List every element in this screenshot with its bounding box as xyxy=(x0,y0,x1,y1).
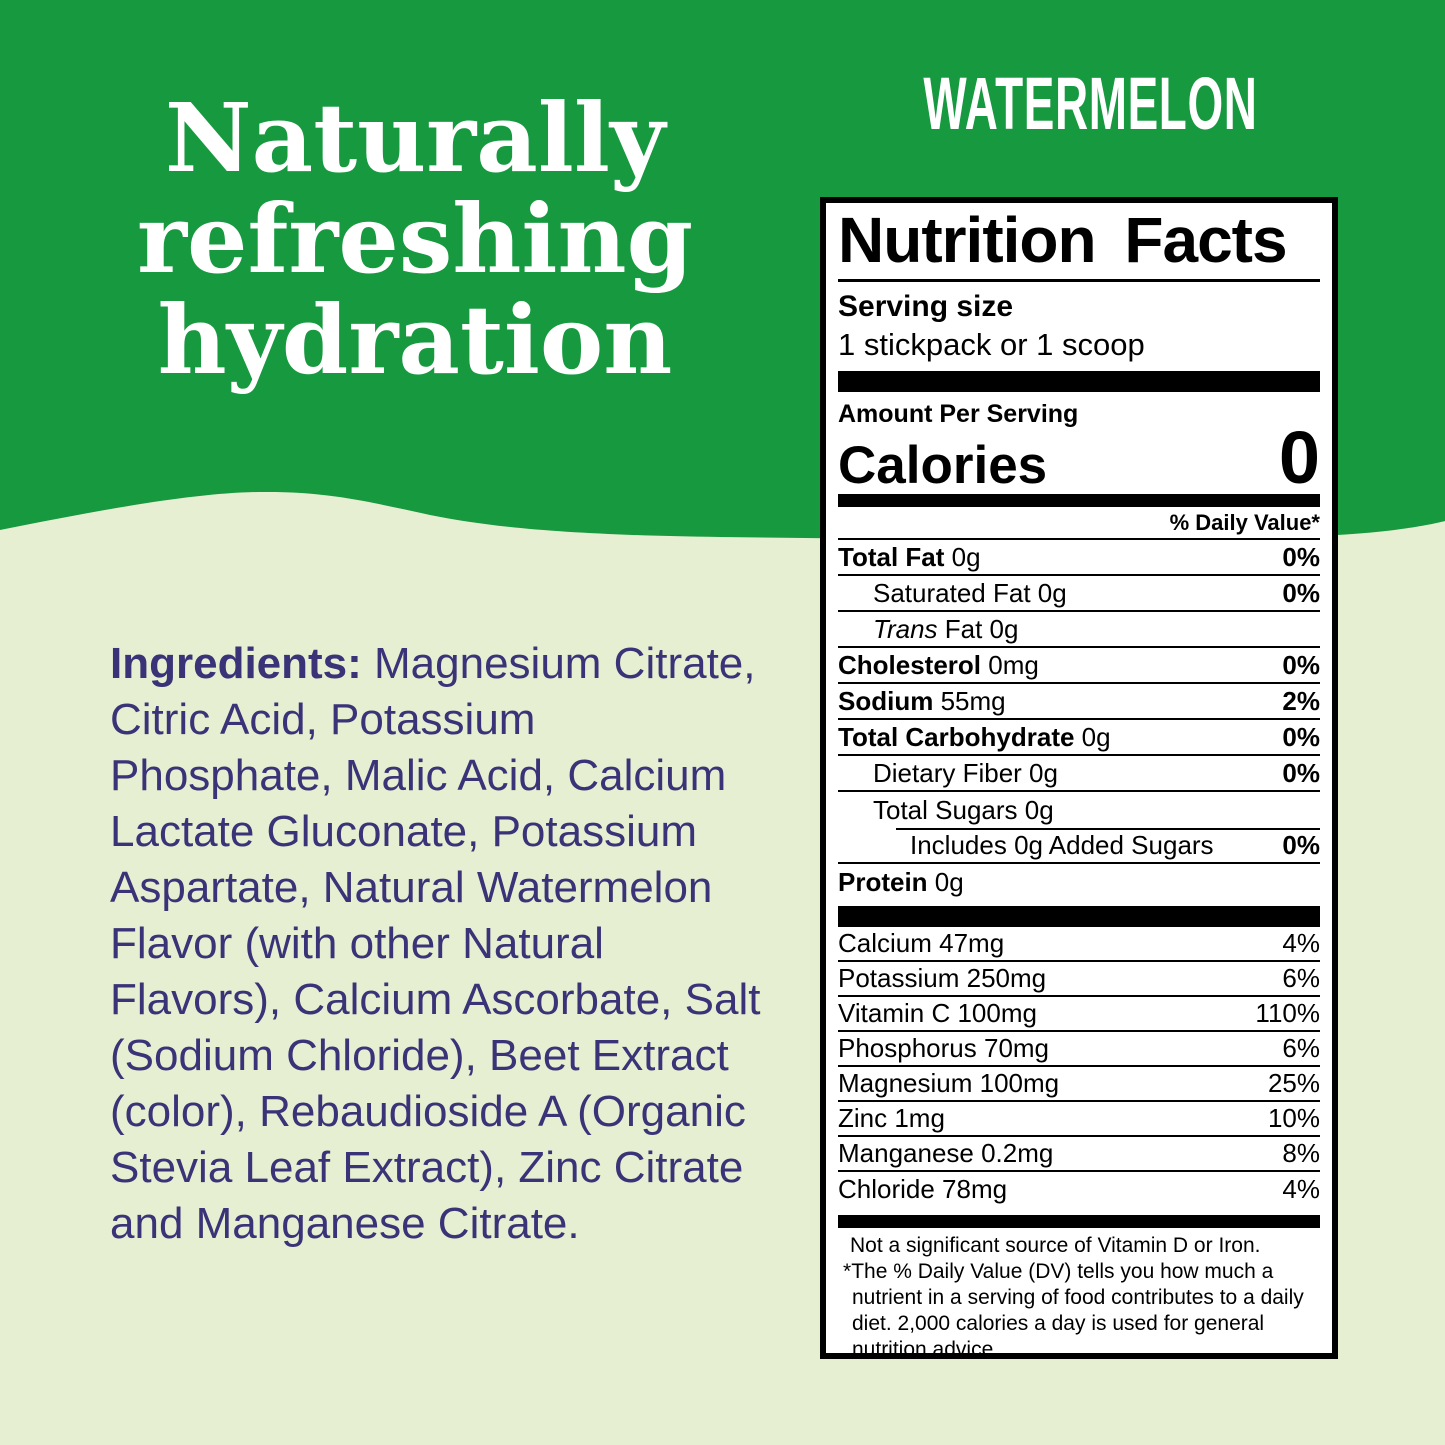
micronutrient-daily-value: 10% xyxy=(1267,1103,1320,1133)
micronutrient-daily-value: 6% xyxy=(1282,1033,1320,1063)
micronutrient-row: Potassium 250mg 6% xyxy=(838,962,1320,997)
nutrient-name: Protein 0g xyxy=(838,866,964,897)
micronutrient-name: Phosphorus 70mg xyxy=(838,1033,1050,1063)
nutrient-daily-value: 2% xyxy=(1282,685,1320,716)
ingredients-text: Magnesium Citrate, Citric Acid, Potassiu… xyxy=(110,639,761,1248)
headline-line-2: refreshing xyxy=(137,184,693,295)
nutrient-daily-value: 0% xyxy=(1282,649,1320,680)
calories-value: 0 xyxy=(1278,416,1320,499)
footnote-daily-value-text: The % Daily Value (DV) tells you how muc… xyxy=(851,1260,1304,1359)
nutrient-row: Trans Fat 0g xyxy=(838,612,1320,648)
nutrient-rows: Total Fat 0g 0% Saturated Fat 0g 0% Trans Fa… xyxy=(838,540,1320,900)
nutrient-row: Dietary Fiber 0g 0% xyxy=(838,756,1320,792)
amount-per-serving-label: Amount Per Serving xyxy=(838,400,1079,428)
flavor-title: WATERMELON xyxy=(923,62,1258,145)
nutrient-row: Total Sugars 0g xyxy=(838,792,1320,828)
nutrient-row: Saturated Fat 0g 0% xyxy=(838,576,1320,612)
micronutrient-row: Calcium 47mg 4% xyxy=(838,927,1320,962)
nutrient-name: Sodium 55mg xyxy=(838,685,1006,716)
micronutrient-rows: Calcium 47mg 4% Potassium 250mg 6% Vitamin C… xyxy=(838,927,1320,1207)
nutrition-facts-title: Nutrition Facts xyxy=(838,204,1288,276)
nutrient-name: Total Carbohydrate 0g xyxy=(838,721,1111,752)
nutrition-facts-panel: Nutrition Facts Serving size 1 stickpack… xyxy=(820,197,1338,1359)
nutrient-name: Cholesterol 0mg xyxy=(838,649,1039,680)
micronutrient-row: Zinc 1mg 10% xyxy=(838,1102,1320,1137)
nutrient-row: Total Carbohydrate 0g 0% xyxy=(838,720,1320,756)
serving-size-value: 1 stickpack or 1 scoop xyxy=(838,327,1145,362)
nutrient-row: Includes 0g Added Sugars 0% xyxy=(838,828,1320,864)
nutrient-name: Dietary Fiber 0g xyxy=(873,757,1058,788)
nutrient-name: Total Sugars 0g xyxy=(873,794,1054,825)
nutrient-row: Cholesterol 0mg 0% xyxy=(838,648,1320,684)
nutrient-name: Includes 0g Added Sugars xyxy=(910,829,1214,860)
micronutrient-row: Manganese 0.2mg 8% xyxy=(838,1137,1320,1172)
headline: Naturally refreshing hydration xyxy=(50,88,780,391)
daily-value-header: % Daily Value* xyxy=(838,507,1320,540)
divider-thick xyxy=(838,371,1320,392)
micronutrient-name: Magnesium 100mg xyxy=(838,1068,1060,1098)
nutrient-name: Total Fat 0g xyxy=(838,541,981,572)
nutrient-name: Saturated Fat 0g xyxy=(873,577,1067,608)
micronutrient-row: Phosphorus 70mg 6% xyxy=(838,1032,1320,1067)
nutrient-daily-value: 0% xyxy=(1282,757,1320,788)
micronutrient-daily-value: 4% xyxy=(1282,1174,1320,1204)
micronutrient-daily-value: 110% xyxy=(1255,998,1320,1028)
micronutrient-daily-value: 4% xyxy=(1282,928,1320,958)
micronutrient-row: Magnesium 100mg 25% xyxy=(838,1067,1320,1102)
headline-line-3: hydration xyxy=(157,285,673,396)
calories-row: Calories 0 xyxy=(838,416,1320,499)
divider-thick xyxy=(838,906,1320,927)
nutrient-daily-value: 0% xyxy=(1282,541,1320,572)
micronutrient-name: Potassium 250mg xyxy=(838,963,1047,993)
micronutrient-name: Zinc 1mg xyxy=(838,1103,945,1133)
serving-size-label: Serving size xyxy=(838,290,1014,323)
micronutrient-row: Chloride 78mg 4% xyxy=(838,1172,1320,1207)
calories-label: Calories xyxy=(838,436,1048,495)
divider-medium xyxy=(838,494,1320,507)
nutrient-daily-value: 0% xyxy=(1282,829,1320,860)
nutrient-daily-value: 0% xyxy=(1282,577,1320,608)
micronutrient-row: Vitamin C 100mg 110% xyxy=(838,997,1320,1032)
nutrient-row: Sodium 55mg 2% xyxy=(838,684,1320,720)
micronutrient-name: Vitamin C 100mg xyxy=(838,998,1037,1028)
micronutrient-daily-value: 6% xyxy=(1282,963,1320,993)
micronutrient-name: Calcium 47mg xyxy=(838,928,1005,958)
nutrient-row: Protein 0g xyxy=(838,864,1320,900)
divider-medium xyxy=(838,1215,1320,1228)
footnote-daily-value: *The % Daily Value (DV) tells you how mu… xyxy=(838,1259,1320,1359)
ingredients-label: Ingredients: xyxy=(110,639,362,688)
nutrient-name: Trans Fat 0g xyxy=(873,613,1019,644)
micronutrient-daily-value: 25% xyxy=(1267,1068,1320,1098)
micronutrient-daily-value: 8% xyxy=(1282,1138,1320,1168)
micronutrient-name: Chloride 78mg xyxy=(838,1174,1008,1204)
footnote-not-significant: Not a significant source of Vitamin D or… xyxy=(850,1234,1261,1257)
divider-thin xyxy=(838,279,1320,282)
headline-line-1: Naturally xyxy=(164,83,666,194)
nutrient-row: Total Fat 0g 0% xyxy=(838,540,1320,576)
micronutrient-name: Manganese 0.2mg xyxy=(838,1138,1054,1168)
footnote-asterisk: * xyxy=(843,1260,852,1283)
ingredients-paragraph: Ingredients: Magnesium Citrate, Citric A… xyxy=(110,636,765,1252)
nutrient-daily-value: 0% xyxy=(1282,721,1320,752)
